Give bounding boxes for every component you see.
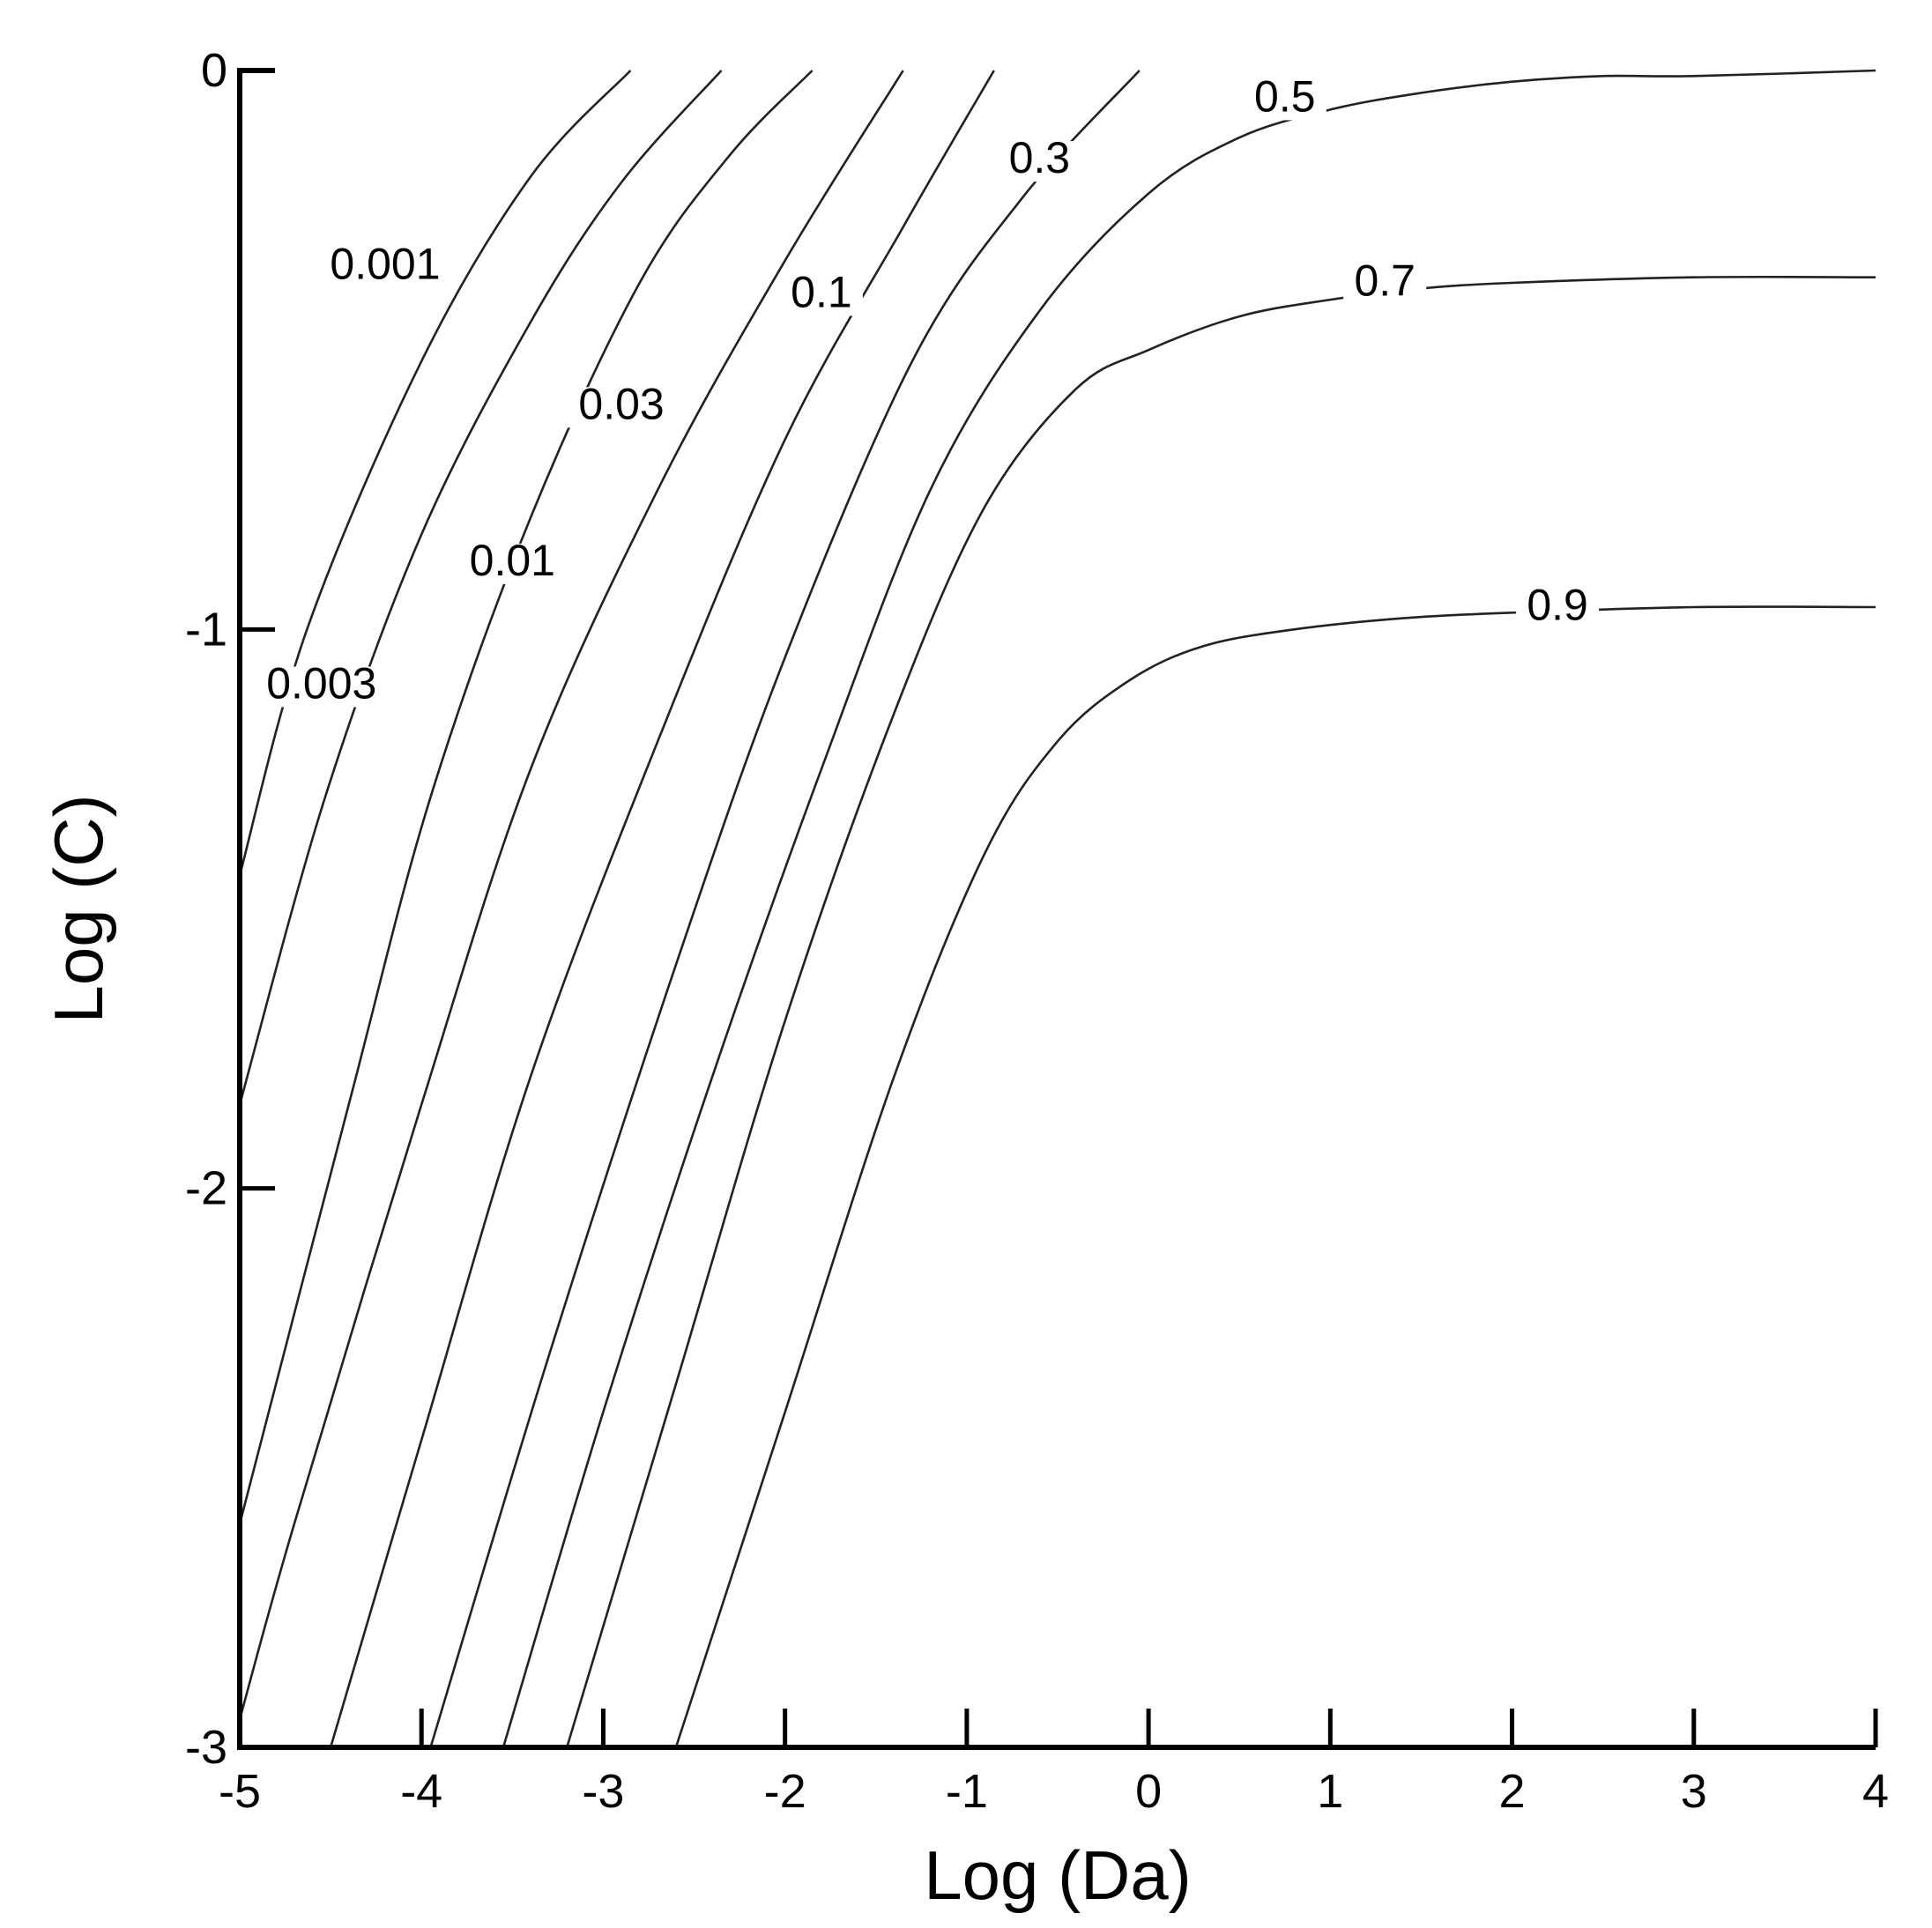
contour-line	[502, 69, 1876, 1748]
y-tick-label: -3	[185, 1721, 227, 1774]
x-tick-label: -5	[219, 1765, 261, 1818]
contour-label: 0.9	[1527, 581, 1588, 630]
contour-line	[429, 70, 1141, 1748]
contour-label: 0.3	[1009, 133, 1071, 182]
contour-label-background	[458, 543, 567, 584]
contour-label-background	[1516, 588, 1600, 629]
y-tick-label: -1	[185, 603, 227, 656]
contour-line	[238, 70, 632, 876]
x-tick-label: 2	[1499, 1765, 1526, 1818]
contour-label-background	[255, 666, 388, 708]
contour-line	[565, 275, 1876, 1748]
contour-line	[238, 70, 814, 1524]
x-tick-label: 4	[1862, 1765, 1889, 1818]
x-tick-label: -1	[946, 1765, 988, 1818]
x-tick-label: 3	[1681, 1765, 1707, 1818]
contour-line	[674, 605, 1876, 1748]
contour-label: 0.7	[1354, 256, 1416, 306]
x-tick-label: -2	[764, 1765, 806, 1818]
contour-label: 0.01	[470, 536, 555, 585]
contour-label: 0.1	[791, 267, 852, 316]
contour-label: 0.5	[1254, 71, 1316, 121]
y-axis-title: Log (C)	[40, 794, 117, 1023]
contour-label: 0.003	[266, 658, 376, 708]
contour-line	[238, 70, 723, 1105]
x-tick-label: 1	[1317, 1765, 1343, 1818]
contour-label-background	[1343, 263, 1427, 305]
contour-line	[238, 70, 904, 1720]
axes-frame	[237, 68, 1876, 1750]
y-tick-label: -2	[185, 1162, 227, 1215]
contour-label-background	[779, 275, 863, 316]
contour-label: 0.03	[578, 379, 664, 428]
contour-label-background	[568, 387, 676, 428]
x-axis-title: Log (Da)	[924, 1836, 1191, 1914]
contour-line	[329, 70, 995, 1748]
x-tick-label: -4	[400, 1765, 442, 1818]
tick-labels: -5 -4 -3 -2 -1 0 1 2 3 4 0 -1 -2 -3	[185, 44, 1889, 1818]
x-tick-label: 0	[1135, 1765, 1162, 1818]
contour-label: 0.001	[330, 240, 440, 289]
x-tick-label: -3	[582, 1765, 624, 1818]
ticks	[237, 68, 1878, 1750]
contour-label-background	[1243, 79, 1326, 121]
contour-lines	[238, 69, 1876, 1748]
contour-label-background	[318, 247, 451, 288]
contour-label-background	[998, 141, 1081, 182]
y-tick-label: 0	[201, 44, 227, 97]
contour-labels: 0.001 0.003 0.01 0.03 0.1 0.3 0.5 0.7 0.9	[255, 71, 1600, 708]
